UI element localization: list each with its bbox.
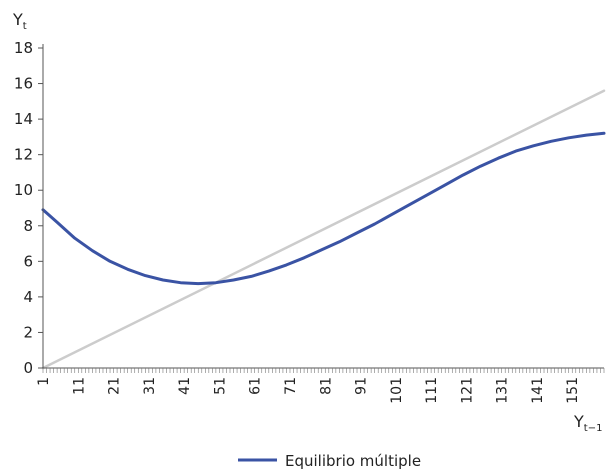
x-tick-label: 111 (424, 377, 440, 404)
x-tick-label: 121 (459, 377, 475, 404)
x-tick-label: 31 (142, 377, 158, 395)
main-series-layer (41, 131, 606, 286)
y-tick-label: 10 (14, 181, 33, 199)
x-tick-label: 141 (530, 377, 546, 404)
diagonal-series-layer (41, 89, 606, 370)
x-tick-label: 101 (389, 377, 405, 404)
x-tick-label: 131 (495, 377, 511, 404)
x-tick-label: 91 (354, 377, 370, 395)
y-tick-label: 2 (23, 323, 33, 341)
x-tick-label: 21 (107, 377, 123, 395)
y-tick-label: 4 (23, 288, 33, 306)
x-tick-label: 11 (71, 377, 87, 395)
x-tick-label: 41 (177, 377, 193, 395)
y-tick-label: 12 (14, 146, 33, 164)
x-tick-labels: 1 11 21 31 41 51 61 71 81 91 101 111 121 131 141 151 (36, 377, 581, 404)
x-tick-label: 71 (283, 377, 299, 395)
x-tick-label: 51 (212, 377, 228, 395)
x-tick-label: 81 (318, 377, 334, 395)
y-tick-label: 0 (23, 359, 33, 377)
x-tick-label: 151 (565, 377, 581, 404)
axes (38, 44, 605, 373)
y-axis-title: Yt (12, 10, 27, 32)
y-tick-label: 14 (14, 110, 33, 128)
legend-label: Equilibrio múltiple (285, 452, 421, 470)
y-tick-label: 6 (23, 252, 33, 270)
y-tick-label: 8 (23, 217, 33, 235)
x-tick-label: 61 (248, 377, 264, 395)
y-tick-labels: 0 2 4 6 8 10 12 14 16 18 (14, 39, 33, 377)
series-line-diagonal (41, 89, 606, 370)
x-tick-label: 1 (36, 377, 52, 386)
y-tick-label: 18 (14, 39, 33, 57)
y-tick-label: 16 (14, 75, 33, 93)
x-axis-title: Yt−1 (573, 412, 602, 434)
series-line-equilibrio (41, 131, 606, 286)
